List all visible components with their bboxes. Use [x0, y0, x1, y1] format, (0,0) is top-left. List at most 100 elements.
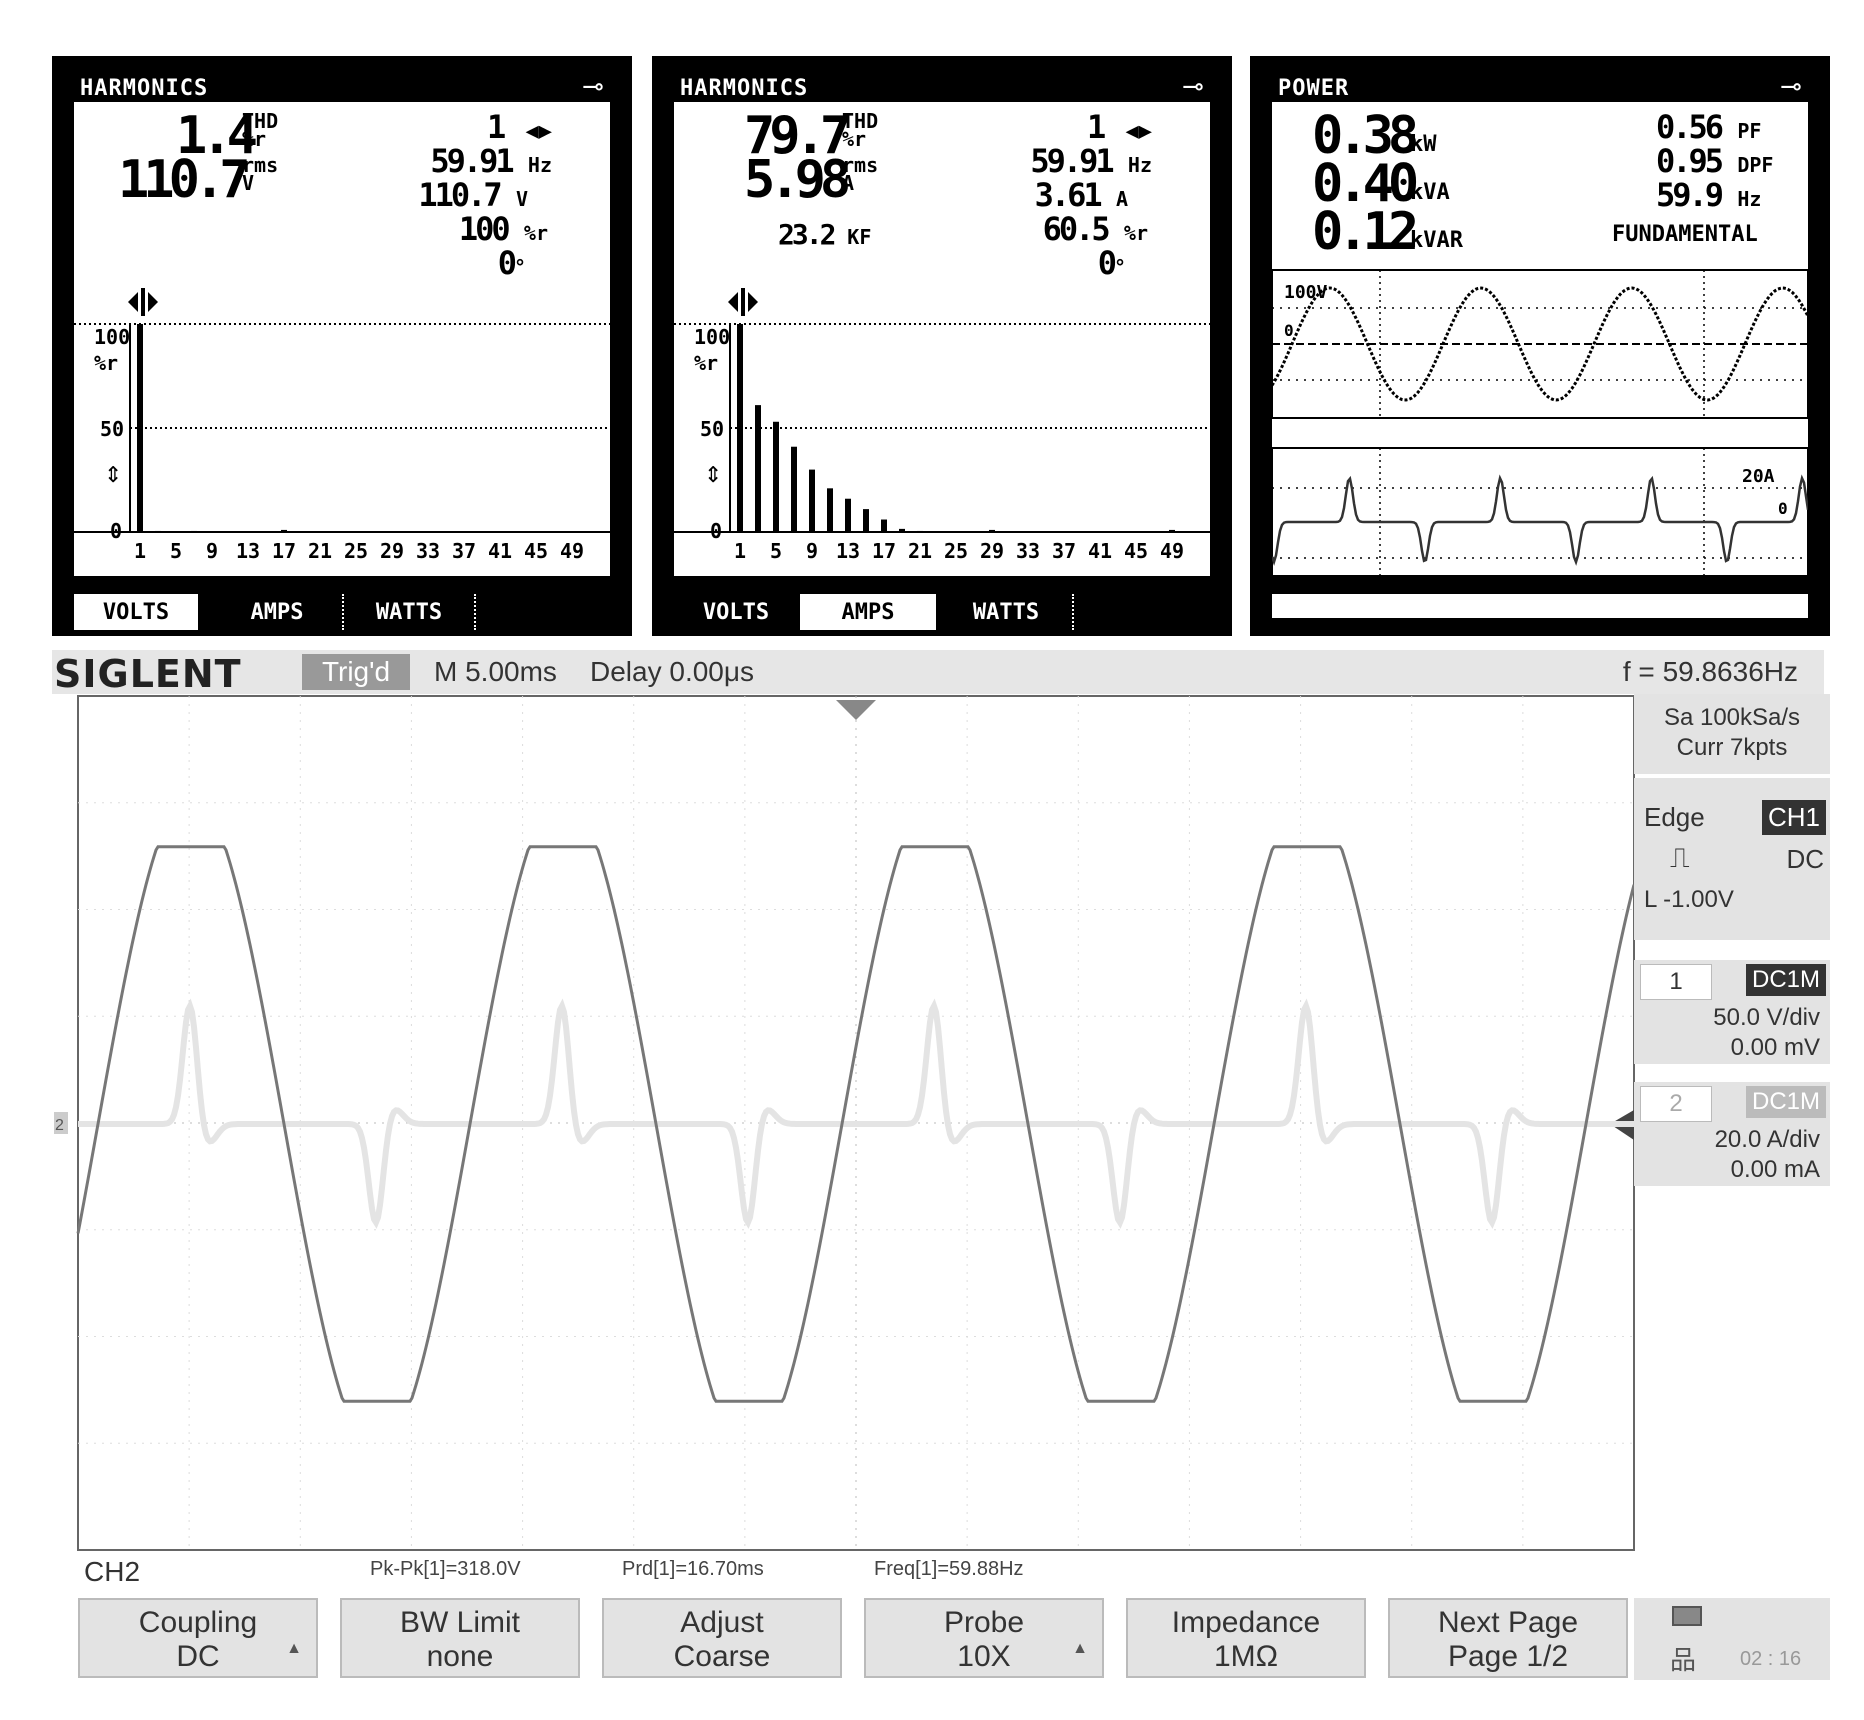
- harmonic-bar-19: [899, 528, 905, 532]
- softkey-adjust[interactable]: Adjust Coarse: [602, 1598, 842, 1678]
- harmonic-bar-29: [989, 529, 995, 532]
- tab-amps[interactable]: AMPS: [218, 594, 336, 630]
- x-tick-label: 1: [134, 539, 146, 563]
- kw-value: 0.38: [1312, 106, 1419, 166]
- current-scale-label: 20A: [1742, 466, 1775, 487]
- kvar-value: 0.12: [1312, 202, 1419, 262]
- tab-amps[interactable]: AMPS: [800, 594, 936, 630]
- thd-unit: %r: [842, 127, 867, 151]
- harmonic-bar-35: [1043, 531, 1049, 532]
- softkey-bw-limit[interactable]: BW Limit none: [340, 1598, 580, 1678]
- harmonic-bar-3: [155, 530, 161, 532]
- ch2-panel[interactable]: 2 DC1M 20.0 A/div 0.00 mA: [1634, 1082, 1830, 1186]
- harmonic-value: 110.7: [418, 176, 502, 214]
- meter-tabs-blank: [1272, 594, 1808, 618]
- freq-value: 59.9: [1656, 176, 1724, 214]
- tab-volts[interactable]: VOLTS: [74, 594, 198, 630]
- x-tick-label: 13: [236, 539, 260, 563]
- acquisition-panel: Sa 100kSa/s Curr 7kpts: [1634, 694, 1830, 774]
- y-tick-0: 0: [710, 519, 722, 543]
- menu-channel-label: CH2: [84, 1556, 141, 1587]
- clock: 02 : 16: [1740, 1648, 1802, 1670]
- updown-arrows-icon[interactable]: ⇕: [104, 463, 122, 488]
- battery-icon: [1672, 1606, 1702, 1626]
- ch2-ground-marker-label: 2: [55, 1117, 64, 1134]
- cursor-arrows-icon[interactable]: [128, 288, 158, 316]
- measurement-pkpk: Pk-Pk[1]=318.0V: [370, 1558, 521, 1580]
- plug-icon: ⊸: [1182, 72, 1204, 102]
- ch2-number: 2: [1640, 1086, 1712, 1122]
- plug-icon: ⊸: [582, 72, 604, 102]
- delay: Delay 0.00μs: [590, 656, 754, 687]
- harmonic-bar-1: [737, 324, 743, 532]
- trigger-panel[interactable]: Edge CH1 ⎍ DC L -1.00V: [1634, 778, 1830, 940]
- harmonic-unit: V: [515, 187, 528, 211]
- meter-header: POWER: [1278, 76, 1350, 101]
- updown-arrows-icon[interactable]: ⇕: [704, 463, 722, 488]
- measurement-period: Prd[1]=16.70ms: [622, 1558, 764, 1580]
- tab-watts[interactable]: WATTS: [342, 594, 476, 630]
- softkey-probe[interactable]: Probe 10X ▲: [864, 1598, 1104, 1678]
- harmonic-bar-49: [1169, 529, 1175, 532]
- softkey-next-page[interactable]: Next Page Page 1/2: [1388, 1598, 1628, 1678]
- pf-unit: PF: [1737, 119, 1762, 143]
- x-tick-label: 29: [980, 539, 1004, 563]
- harmonic-bar-5: [173, 531, 179, 532]
- cursor-arrows-icon[interactable]: [728, 288, 758, 316]
- rms-value: 5.98: [744, 150, 851, 210]
- softkey-label: BW Limit: [400, 1606, 520, 1639]
- phase-value: 0: [1097, 244, 1117, 282]
- harmonic-bar-15: [263, 531, 269, 532]
- x-tick-label: 25: [944, 539, 968, 563]
- harmonic-number: 1: [486, 108, 507, 146]
- harmonic-number: 1: [1086, 108, 1107, 146]
- x-tick-label: 9: [806, 539, 818, 563]
- pct-value: 100: [458, 210, 511, 248]
- freq-value: 59.91: [1030, 142, 1114, 180]
- phase-unit: °: [513, 255, 526, 279]
- softkey-value: Page 1/2: [1447, 1640, 1569, 1673]
- harmonic-bar-9: [209, 531, 215, 532]
- x-tick-label: 17: [872, 539, 896, 563]
- harmonic-bar-11: [227, 531, 233, 532]
- softkey-impedance[interactable]: Impedance 1MΩ: [1126, 1598, 1366, 1678]
- harmonic-chart: 100 %r 50 ⇕ 0 1 5 9 13 17 21 25 29 33 37 41 45 49: [674, 288, 1210, 563]
- kva-unit: kVA: [1410, 180, 1450, 205]
- thd-value: 79.7: [744, 106, 851, 166]
- pct-value: 60.5: [1042, 210, 1111, 248]
- frequency-readout: f = 59.8636Hz: [1622, 656, 1798, 687]
- fundamental-label: FUNDAMENTAL: [1612, 222, 1758, 247]
- softkey-coupling[interactable]: Coupling DC ▲: [78, 1598, 318, 1678]
- meter-screen: 1.4 THD %r 110.7 rms V 1 ◀▶ 59.91 Hz 110…: [74, 102, 610, 576]
- harmonic-select-arrows-icon[interactable]: ◀▶: [525, 119, 553, 144]
- softkey-label: Next Page: [1437, 1606, 1579, 1639]
- thd-label: THD: [842, 109, 879, 133]
- harmonic-unit: A: [1115, 187, 1128, 211]
- meter-screen: 0.38 kW 0.40 kVA 0.12 kVAR 0.56 PF 0.95 …: [1272, 102, 1808, 576]
- kf-value: 23.2: [778, 218, 836, 251]
- kva-value: 0.40: [1312, 154, 1419, 214]
- x-tick-label: 5: [170, 539, 182, 563]
- harmonic-bar-11: [827, 488, 833, 532]
- harmonic-bar-7: [791, 446, 797, 532]
- y-tick-100: 100: [94, 325, 130, 349]
- pf-value: 0.56: [1656, 108, 1724, 146]
- harmonic-select-arrows-icon[interactable]: ◀▶: [1125, 119, 1153, 144]
- trigger-type: Edge: [1644, 802, 1705, 832]
- tab-volts[interactable]: VOLTS: [674, 594, 798, 630]
- harmonic-bar-25: [953, 531, 959, 532]
- harmonic-bar-33: [1025, 531, 1031, 532]
- tab-watts[interactable]: WATTS: [940, 594, 1074, 630]
- status-area: 品 02 : 16: [1634, 1598, 1830, 1680]
- harmonic-bar-17: [881, 519, 887, 532]
- meter-screen: 79.7 THD %r 5.98 rms A 23.2 KF 1 ◀▶ 59.9…: [674, 102, 1210, 576]
- trigger-status: Trig'd: [302, 654, 410, 690]
- pct-unit: %r: [1123, 221, 1148, 245]
- voltage-zero-label: 0: [1284, 321, 1294, 340]
- ch1-scale: 50.0 V/div: [1713, 1004, 1820, 1031]
- y-tick-100-unit: %r: [694, 351, 718, 375]
- ch1-panel[interactable]: 1 DC1M 50.0 V/div 0.00 mV: [1634, 960, 1830, 1064]
- softkey-label: Adjust: [680, 1606, 764, 1639]
- kvar-unit: kVAR: [1410, 228, 1463, 253]
- trigger-position-marker: [836, 700, 876, 720]
